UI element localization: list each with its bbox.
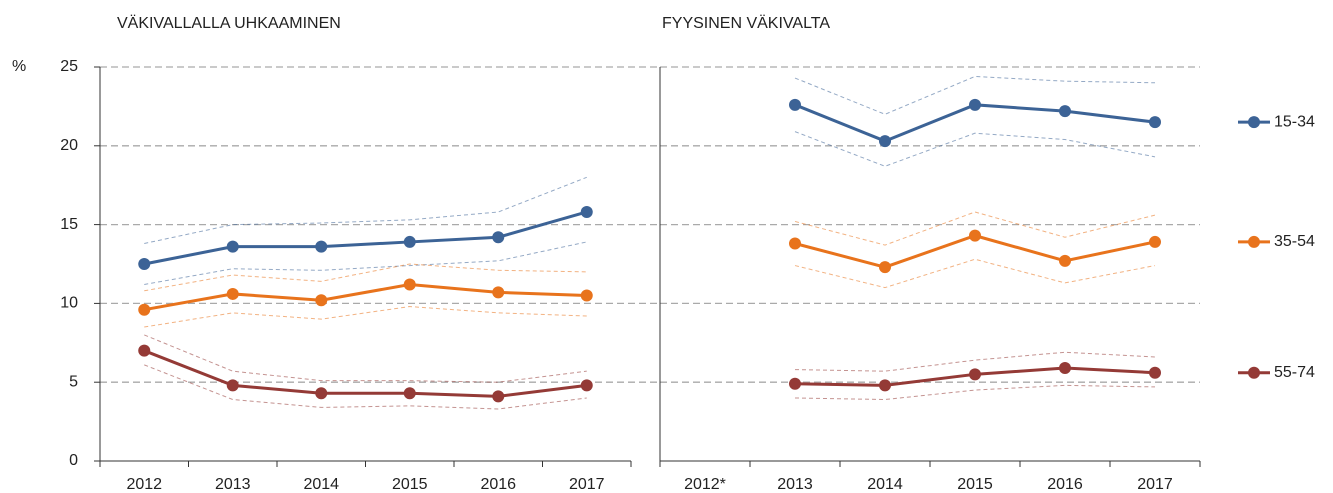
x-tick-label: 2013 bbox=[777, 476, 813, 493]
data-point bbox=[226, 379, 239, 392]
series-line bbox=[143, 349, 587, 398]
series-line bbox=[143, 282, 587, 312]
x-tick-label: 2012 bbox=[126, 476, 162, 493]
data-point bbox=[969, 98, 981, 111]
data-point bbox=[1149, 235, 1161, 248]
x-tick-label: 2015 bbox=[957, 476, 993, 493]
data-point bbox=[1059, 105, 1071, 118]
x-tick-label: 2015 bbox=[392, 476, 428, 493]
confidence-line bbox=[794, 258, 1156, 289]
data-point bbox=[789, 377, 801, 390]
data-point bbox=[789, 237, 801, 250]
x-tick-label: 2017 bbox=[569, 476, 605, 493]
legend-marker bbox=[1248, 366, 1260, 379]
confidence-line bbox=[794, 384, 1156, 401]
confidence-line bbox=[144, 263, 587, 292]
data-point bbox=[492, 390, 505, 403]
data-point bbox=[492, 286, 505, 299]
y-tick-label: 15 bbox=[60, 216, 78, 233]
chart-title: FYYSINEN VÄKIVALTA bbox=[662, 14, 830, 32]
data-point bbox=[1149, 366, 1161, 379]
x-tick-label: 2013 bbox=[215, 476, 251, 493]
x-tick-label: 2014 bbox=[303, 476, 339, 493]
data-point bbox=[969, 368, 981, 381]
data-point bbox=[226, 287, 239, 300]
data-point bbox=[1059, 254, 1071, 267]
confidence-line bbox=[794, 75, 1156, 115]
data-point bbox=[580, 289, 593, 302]
x-tick-label: 2014 bbox=[867, 476, 903, 493]
chart-title: VÄKIVALLALLA UHKAAMINEN bbox=[117, 14, 341, 32]
confidence-line bbox=[794, 131, 1156, 167]
confidence-line bbox=[144, 364, 587, 410]
y-axis-label: % bbox=[12, 58, 26, 75]
data-point bbox=[315, 387, 328, 400]
data-point bbox=[1149, 116, 1161, 129]
y-tick-label: 0 bbox=[69, 452, 78, 469]
confidence-line bbox=[144, 241, 587, 285]
legend-label: 15-34 bbox=[1274, 113, 1315, 130]
data-point bbox=[879, 379, 891, 392]
data-point bbox=[138, 303, 151, 316]
data-point bbox=[879, 261, 891, 274]
data-point bbox=[969, 229, 981, 242]
legend-label: 35-54 bbox=[1274, 233, 1315, 250]
confidence-line bbox=[794, 351, 1156, 372]
confidence-line bbox=[144, 334, 587, 383]
x-tick-label: 2012* bbox=[684, 476, 726, 493]
confidence-line bbox=[144, 176, 587, 245]
data-point bbox=[315, 240, 328, 253]
data-point bbox=[1059, 362, 1071, 375]
x-tick-label: 2016 bbox=[480, 476, 516, 493]
data-point bbox=[226, 240, 239, 253]
data-point bbox=[879, 135, 891, 148]
x-tick-label: 2016 bbox=[1047, 476, 1083, 493]
data-point bbox=[403, 278, 416, 291]
y-tick-label: 10 bbox=[60, 295, 78, 312]
x-tick-label: 2017 bbox=[1137, 476, 1173, 493]
y-tick-label: 5 bbox=[69, 373, 78, 390]
data-point bbox=[789, 98, 801, 111]
data-point bbox=[403, 235, 416, 248]
series-line bbox=[143, 210, 588, 266]
data-point bbox=[580, 379, 593, 392]
confidence-line bbox=[144, 306, 587, 328]
y-tick-label: 20 bbox=[60, 137, 78, 154]
legend-marker bbox=[1248, 116, 1260, 129]
data-point bbox=[580, 205, 593, 218]
data-point bbox=[403, 387, 416, 400]
data-point bbox=[315, 294, 328, 307]
data-point bbox=[138, 258, 151, 270]
data-point bbox=[138, 344, 151, 357]
y-tick-label: 25 bbox=[60, 58, 78, 75]
data-point bbox=[492, 231, 505, 244]
legend-label: 55-74 bbox=[1274, 364, 1315, 381]
legend-marker bbox=[1248, 235, 1260, 248]
